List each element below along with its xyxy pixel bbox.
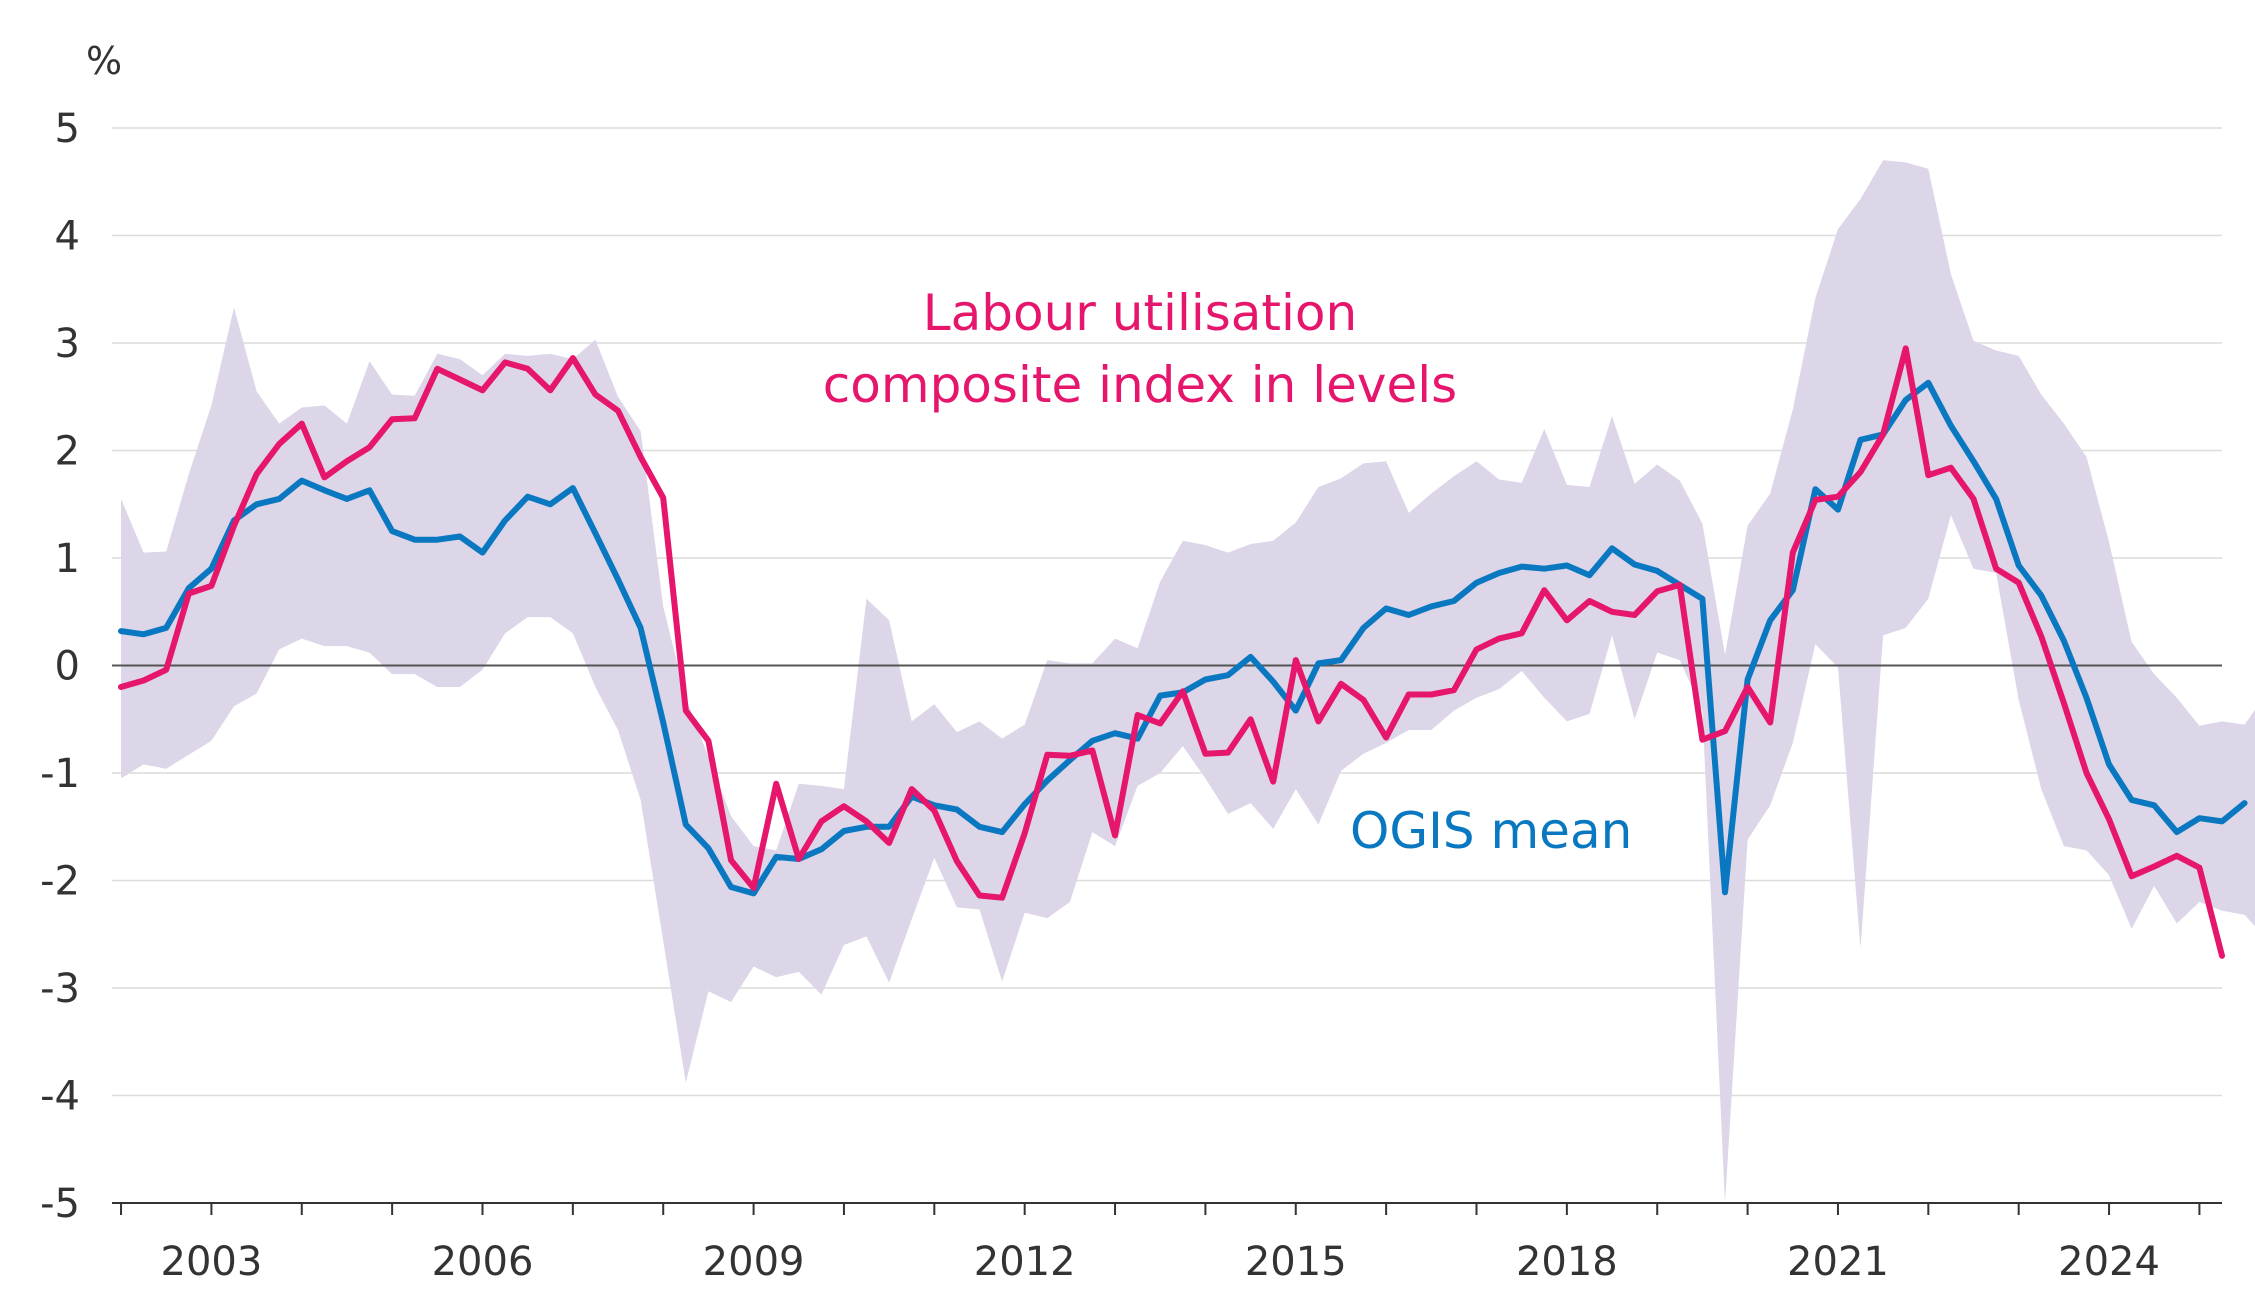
series-line-labour-utilisation — [118, 345, 2225, 959]
x-axis — [112, 1202, 2222, 1215]
annotation-labour-line1: Labour utilisation — [923, 284, 1357, 342]
series-layer — [118, 345, 2248, 959]
y-tick-label: 1 — [55, 536, 80, 582]
x-tick-label: 2021 — [1787, 1239, 1889, 1285]
y-tick-labels: -5 -4 -3 -2 -1 0 1 2 3 4 5 — [40, 106, 80, 1227]
x-tick-label: 2006 — [432, 1239, 534, 1285]
y-tick-label: -4 — [40, 1074, 80, 1120]
annotation-ogis: OGIS mean — [1350, 802, 1632, 860]
y-tick-label: 4 — [55, 214, 80, 260]
range-band-layer — [121, 160, 2255, 1203]
y-tick-label: -2 — [40, 859, 80, 905]
y-tick-label: -5 — [40, 1181, 80, 1227]
x-tick-label: 2012 — [974, 1239, 1076, 1285]
y-unit-label: % — [86, 39, 122, 83]
x-tick-labels: 2003 2006 2009 2012 2015 2018 2021 2024 — [161, 1239, 2160, 1285]
range-band — [121, 160, 2255, 1203]
x-tick-label: 2015 — [1245, 1239, 1347, 1285]
x-tick-label: 2003 — [161, 1239, 263, 1285]
y-tick-label: 2 — [55, 429, 80, 475]
x-tick-label: 2024 — [2058, 1239, 2160, 1285]
x-tick-label: 2009 — [703, 1239, 805, 1285]
y-tick-label: -3 — [40, 966, 80, 1012]
y-tick-label: -1 — [40, 751, 80, 797]
y-tick-label: 5 — [55, 106, 80, 152]
y-tick-label: 0 — [55, 644, 80, 690]
y-tick-label: 3 — [55, 321, 80, 367]
annotation-labour-line2: composite index in levels — [823, 356, 1457, 414]
x-tick-label: 2018 — [1516, 1239, 1618, 1285]
